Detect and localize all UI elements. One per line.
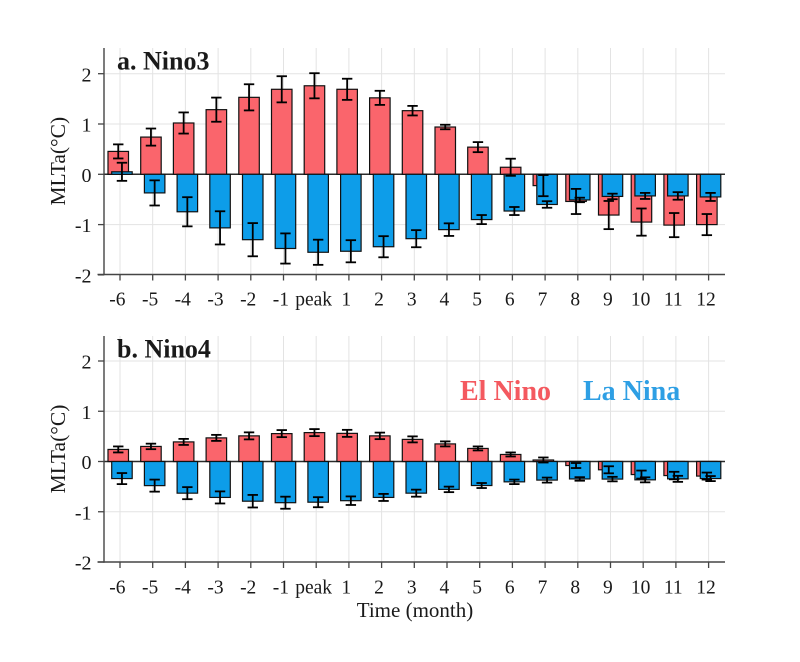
svg-text:6: 6 <box>505 289 515 310</box>
svg-text:10: 10 <box>631 578 651 599</box>
svg-text:-4: -4 <box>175 578 191 599</box>
svg-text:3: 3 <box>407 289 417 310</box>
svg-text:-1: -1 <box>75 502 92 524</box>
svg-text:-4: -4 <box>175 289 191 310</box>
svg-text:3: 3 <box>407 578 417 599</box>
svg-text:7: 7 <box>538 578 548 599</box>
svg-text:b. Nino4: b. Nino4 <box>117 335 211 364</box>
svg-text:-2: -2 <box>75 553 92 575</box>
svg-text:1: 1 <box>82 115 92 137</box>
svg-text:-2: -2 <box>240 578 256 599</box>
svg-text:-3: -3 <box>207 578 223 599</box>
svg-text:9: 9 <box>603 578 613 599</box>
svg-text:-1: -1 <box>273 289 289 310</box>
svg-text:10: 10 <box>631 289 651 310</box>
svg-text:-6: -6 <box>109 289 125 310</box>
svg-text:-5: -5 <box>142 289 158 310</box>
svg-text:5: 5 <box>472 289 482 310</box>
svg-text:2: 2 <box>82 64 92 86</box>
svg-text:0: 0 <box>82 165 92 187</box>
svg-text:6: 6 <box>505 578 515 599</box>
svg-text:-6: -6 <box>109 578 125 599</box>
svg-text:8: 8 <box>570 289 580 310</box>
svg-text:5: 5 <box>472 578 482 599</box>
svg-text:12: 12 <box>696 578 716 599</box>
svg-text:9: 9 <box>603 289 613 310</box>
svg-text:8: 8 <box>570 578 580 599</box>
svg-text:-5: -5 <box>142 578 158 599</box>
svg-text:4: 4 <box>440 578 450 599</box>
svg-text:-1: -1 <box>273 578 289 599</box>
svg-text:MLTa(°C): MLTa(°C) <box>46 117 70 206</box>
svg-text:peak: peak <box>295 289 332 310</box>
svg-text:12: 12 <box>696 289 716 310</box>
svg-text:a. Nino3: a. Nino3 <box>117 47 209 76</box>
svg-text:-1: -1 <box>75 215 92 237</box>
svg-text:11: 11 <box>664 578 683 599</box>
svg-text:11: 11 <box>664 289 683 310</box>
svg-text:peak: peak <box>295 578 332 599</box>
svg-text:MLTa(°C): MLTa(°C) <box>46 405 70 494</box>
svg-text:-3: -3 <box>207 289 223 310</box>
svg-text:2: 2 <box>374 578 384 599</box>
svg-text:1: 1 <box>82 402 92 424</box>
svg-text:Time (month): Time (month) <box>357 598 473 622</box>
svg-text:0: 0 <box>82 452 92 474</box>
svg-text:2: 2 <box>374 289 384 310</box>
svg-text:1: 1 <box>341 289 351 310</box>
svg-text:2: 2 <box>82 352 92 374</box>
svg-text:El Nino: El Nino <box>460 376 551 407</box>
svg-text:7: 7 <box>538 289 548 310</box>
svg-text:-2: -2 <box>75 266 92 288</box>
svg-text:4: 4 <box>440 289 450 310</box>
svg-text:1: 1 <box>341 578 351 599</box>
svg-text:-2: -2 <box>240 289 256 310</box>
svg-text:La Nina: La Nina <box>583 376 680 407</box>
